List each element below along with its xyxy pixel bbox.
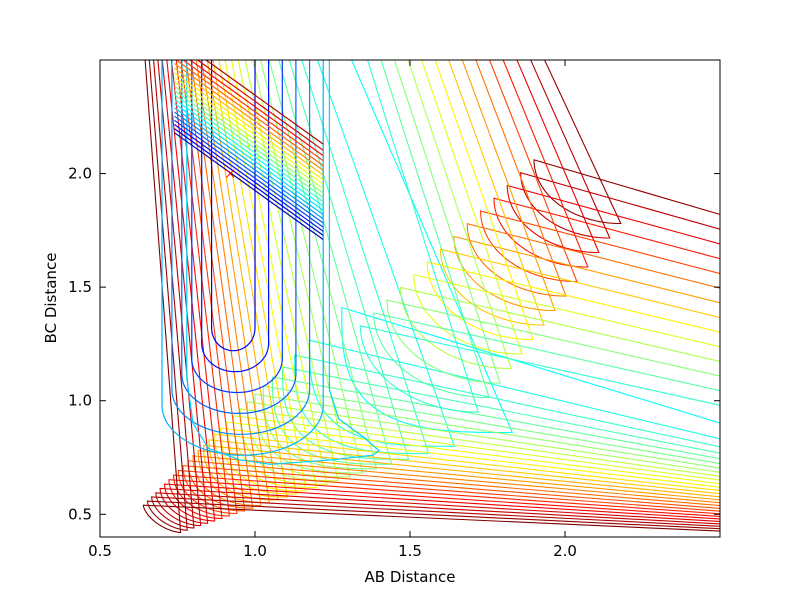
trajectory-line xyxy=(174,76,324,185)
contour-line xyxy=(533,60,720,225)
contour-line xyxy=(262,60,720,470)
well-contour-line xyxy=(211,60,256,352)
contour-line xyxy=(399,60,720,370)
contour-line xyxy=(197,60,720,504)
contour-line xyxy=(386,60,720,384)
x-marker xyxy=(225,169,235,178)
x-tick-label: 1.5 xyxy=(398,542,422,560)
y-tick-label: 2.0 xyxy=(68,165,92,183)
trajectory-line xyxy=(174,115,324,224)
well-contour-line xyxy=(171,60,311,435)
trajectory-line xyxy=(174,128,324,236)
contour-line xyxy=(159,60,720,524)
trajectory-line xyxy=(174,67,324,176)
trajectory-line xyxy=(174,63,324,171)
x-axis-title: AB Distance xyxy=(365,568,456,586)
marker-layer xyxy=(225,169,235,178)
contour-line xyxy=(413,60,720,355)
contour-line xyxy=(220,60,720,492)
trajectory-line xyxy=(174,72,324,181)
x-tick-label: 0.5 xyxy=(88,542,112,560)
trajectory-line xyxy=(174,132,324,240)
trajectory-line xyxy=(174,124,324,232)
y-tick-label: 1.5 xyxy=(68,278,92,296)
trajectory-line xyxy=(174,94,324,203)
contour-line xyxy=(151,60,720,529)
contour-line xyxy=(359,60,720,413)
x-tick-label: 1.0 xyxy=(243,542,267,560)
contour-line xyxy=(466,60,720,297)
trajectory-line xyxy=(188,60,324,157)
trajectory-line xyxy=(174,98,324,207)
y-tick-label: 0.5 xyxy=(68,505,92,523)
trajectory-line xyxy=(174,90,324,198)
well-contour-line xyxy=(181,60,297,415)
x-tick-label: 2.0 xyxy=(553,542,577,560)
trajectory-line xyxy=(174,85,324,194)
trajectory-line xyxy=(174,119,324,228)
contour-line xyxy=(439,60,720,326)
contour-line xyxy=(520,60,720,239)
trajectory-line xyxy=(182,60,324,162)
trajectory-line xyxy=(174,111,324,220)
contour-line xyxy=(142,60,720,534)
contour-line xyxy=(155,60,720,527)
trajectory-line xyxy=(174,107,324,216)
x-axis: 0.5 1.0 1.5 2.0 xyxy=(88,60,577,560)
contour-lines xyxy=(142,60,720,534)
contour-line xyxy=(186,60,380,465)
contour-line xyxy=(163,60,720,522)
trajectory-line xyxy=(174,81,324,190)
trajectory-line xyxy=(174,103,324,211)
contour-line xyxy=(506,60,720,254)
contour-line xyxy=(373,60,720,399)
well-contour-line xyxy=(191,60,283,394)
well-contour-line xyxy=(201,60,270,373)
trajectory-line xyxy=(204,60,324,145)
y-tick-label: 1.0 xyxy=(68,392,92,410)
y-axis-title: BC Distance xyxy=(42,253,60,344)
well-contour-line xyxy=(161,60,324,456)
trajectory-line xyxy=(196,60,324,151)
contour-line xyxy=(341,60,720,434)
contour-line xyxy=(192,60,720,507)
contour-line xyxy=(453,60,720,312)
trajectory-line xyxy=(175,60,324,167)
y-axis: 0.5 1.0 1.5 2.0 xyxy=(68,165,720,523)
trajectory-band xyxy=(174,60,324,240)
